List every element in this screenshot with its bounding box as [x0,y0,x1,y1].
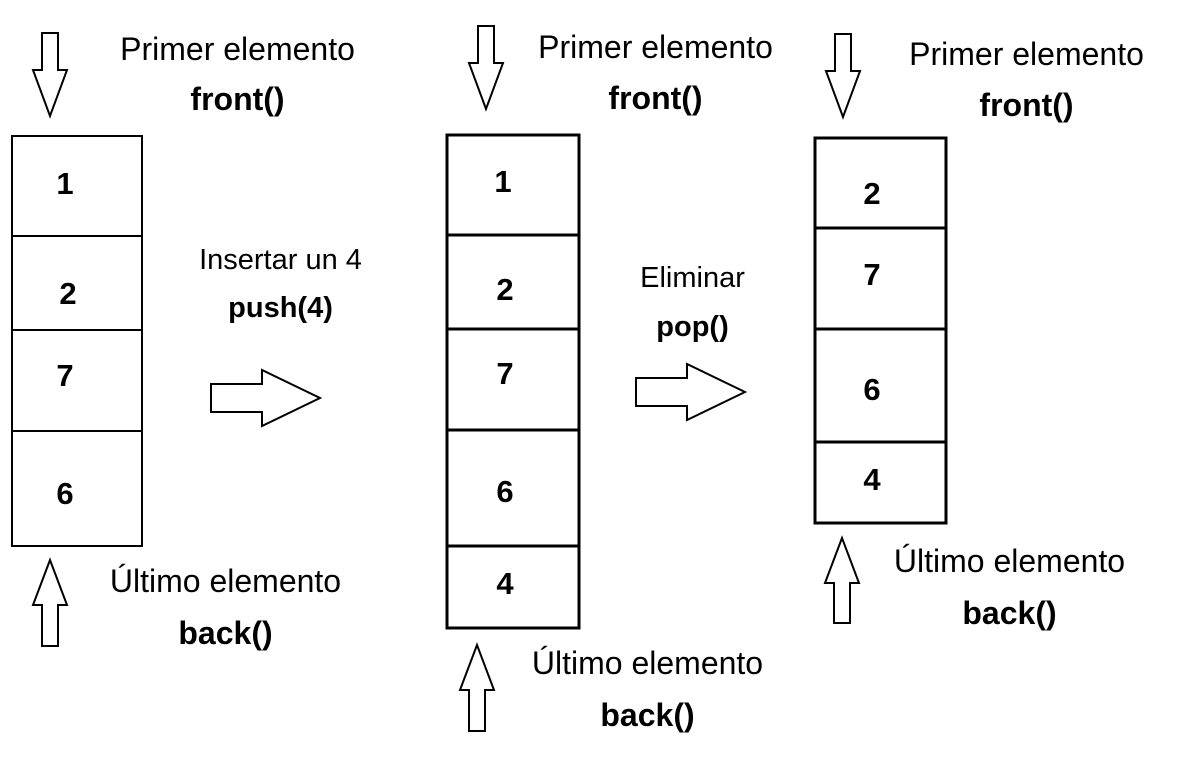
pop-arrow-icon [635,362,748,422]
queue-2-value: 4 [496,566,514,601]
queue-2 [445,133,581,630]
back-function: back() [962,595,1057,631]
queue-3-value: 6 [863,372,881,407]
queue-1-cell-4 [11,430,143,547]
queue-3-value: 4 [863,462,881,497]
front-function: front() [979,87,1074,123]
queue-2-value: 2 [496,272,514,307]
queue-1-value: 1 [56,166,74,201]
front-label: Primer elemento [909,36,1144,72]
front-function: front() [190,81,285,117]
queue-2-value: 6 [496,474,514,509]
back-label: Último elemento [109,563,342,599]
queue-1-value: 7 [56,358,74,393]
back-function: back() [178,615,273,651]
front-arrow-icon [31,32,69,119]
pop-operation-function: pop() [656,311,729,343]
back-arrow-icon [823,535,861,624]
queue-3-value: 2 [863,176,881,211]
front-arrow-icon [824,33,862,120]
back-label: Último elemento [531,645,764,681]
back-label: Último elemento [893,543,1126,579]
queue-2-value: 7 [496,356,514,391]
back-arrow-icon [458,642,496,732]
queue-3 [813,136,948,525]
queue-3-cell-4 [813,440,948,525]
push-operation-label: Insertar un 4 [199,244,362,276]
queue-1-value: 2 [59,276,77,311]
push-arrow-icon [210,368,323,428]
pop-operation-label: Eliminar [640,262,745,294]
front-label: Primer elemento [538,29,773,65]
push-operation-function: push(4) [228,292,333,324]
queue-2-value: 1 [494,164,512,199]
front-function: front() [608,80,703,116]
queue-1 [11,135,143,547]
front-label: Primer elemento [120,31,355,67]
front-arrow-icon [467,25,505,112]
queue-2-cell-5 [445,544,581,630]
queue-1-value: 6 [56,476,74,511]
queue-3-value: 7 [863,257,881,292]
back-function: back() [600,697,695,733]
back-arrow-icon [31,557,69,647]
